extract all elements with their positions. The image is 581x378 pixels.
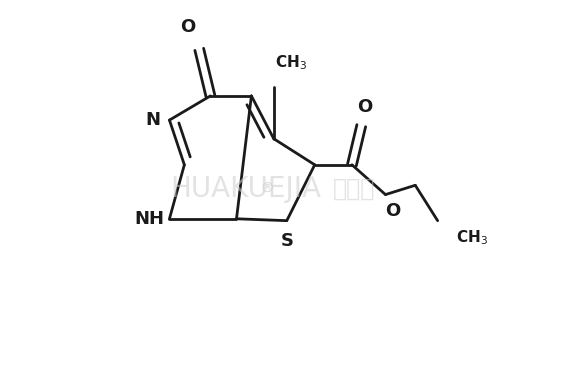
Text: O: O: [385, 202, 400, 220]
Text: S: S: [280, 232, 293, 250]
Text: NH: NH: [134, 210, 164, 228]
Text: ®: ®: [217, 182, 275, 196]
Text: O: O: [357, 98, 372, 116]
Text: CH$_3$: CH$_3$: [274, 53, 307, 72]
Text: 化学加: 化学加: [333, 177, 375, 201]
Text: HUAKUEJIA: HUAKUEJIA: [170, 175, 321, 203]
Text: CH$_3$: CH$_3$: [456, 228, 488, 247]
Text: O: O: [181, 18, 196, 36]
Text: N: N: [145, 111, 160, 129]
